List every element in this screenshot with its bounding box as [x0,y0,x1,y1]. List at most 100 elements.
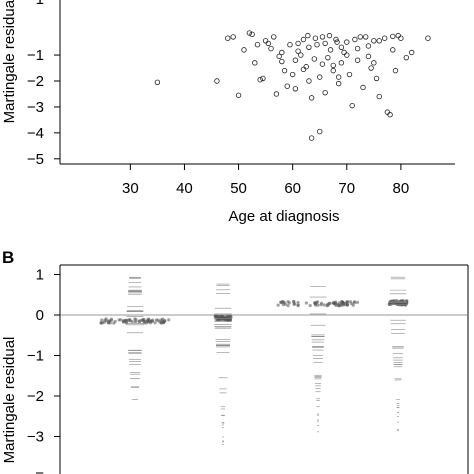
scatter-point [281,67,288,74]
residual-point [126,318,131,322]
scatter-point [327,47,334,53]
scatter-point [335,74,342,80]
residual-point [106,321,111,325]
residual-point [340,303,344,307]
residual-point [345,303,349,307]
panel-a-x-tick-label: 40 [176,180,193,197]
scatter-point [230,34,236,40]
scatter-point [235,92,242,98]
residual-point [319,303,323,307]
scatter-point [357,34,364,40]
scatter-point [306,44,312,50]
scatter-point [390,33,396,40]
scatter-point [384,109,391,115]
scatter-point [390,47,396,53]
scatter-point [268,45,274,52]
scatter-point [392,67,399,74]
scatter-point [257,77,263,83]
scatter-point [365,43,372,49]
residual-point [292,302,297,306]
scatter-point [338,44,345,50]
scatter-point [319,34,326,40]
age-scatter-panel: −1 −2 −3 −4 −5 30 40 50 60 70 80 1 Martingale res… [1,0,455,225]
group-strip [387,276,409,431]
panel-b-points [99,276,409,445]
residual-point [279,300,284,305]
scatter-point [326,32,333,39]
scatter-point [344,39,350,45]
scatter-point [330,67,336,74]
scatter-point [225,35,231,41]
residual-point [141,318,145,322]
panel-b-label: B [2,248,14,267]
scatter-point [300,36,307,43]
scatter-point [341,49,347,56]
panel-a-x-tick-label: 50 [230,180,247,197]
scatter-point [254,41,261,48]
scatter-point [376,38,382,44]
residual-point [216,315,220,319]
scatter-point [292,57,299,63]
group-strip [276,286,360,433]
panel-b-y-tick-label: −3 [27,429,44,446]
scatter-point [308,95,315,101]
scatter-point [333,36,339,43]
residual-point [352,301,357,305]
panel-a-y-tick-label: −4 [27,125,44,142]
scatter-point [319,61,326,67]
scatter-point [305,32,311,39]
scatter-point [349,102,355,109]
scatter-point [260,75,266,82]
residual-point [304,301,308,305]
scatter-point [381,35,388,41]
group-strip [213,283,233,445]
scatter-point [395,32,401,39]
panel-a-x-tick-label: 80 [393,180,410,197]
scatter-point [289,71,296,78]
scatter-point [373,75,380,82]
residual-point [149,319,153,323]
scatter-point [354,45,361,52]
panel-b-y-ticks: 1 0 −1 −2 −3 [27,267,60,446]
residual-point [286,304,290,308]
scatter-point [334,39,340,45]
residual-point [142,321,146,325]
panel-a-y-tick-label: −2 [27,73,44,90]
residual-point [117,318,121,322]
scatter-point [298,52,304,58]
residual-point [102,320,107,324]
scatter-point [368,65,374,71]
scatter-point [317,74,323,80]
residual-point [316,303,320,307]
residual-point [113,319,117,323]
scatter-point [363,34,369,40]
residual-point [218,317,223,321]
residual-point [333,301,337,305]
panel-b-y-tick-label: −2 [27,388,44,405]
residual-point [315,300,320,304]
scatter-point [300,66,307,73]
residual-point [313,301,317,305]
residual-point [222,315,227,319]
scatter-point [214,78,220,84]
residual-point [104,317,108,321]
scatter-point [295,48,301,54]
group-residual-panel: B 1 0 −1 −2 −3 − Martingale residual [1,248,469,474]
panel-b-y-axis-label: Martingale residual [1,337,18,464]
residual-point [163,319,167,323]
scatter-point [246,30,253,36]
scatter-point [312,35,319,41]
residual-point [167,318,171,322]
residual-point [281,303,285,307]
scatter-point [308,135,315,141]
residual-point [351,303,355,307]
scatter-point [279,49,285,56]
panel-a-top-tick-label: 1 [36,0,44,8]
residual-point [121,318,126,323]
residual-point [322,303,326,307]
scatter-point [409,49,415,56]
scatter-point [322,40,328,47]
scatter-point [354,57,361,63]
residual-point [159,318,163,322]
scatter-point [271,34,277,40]
